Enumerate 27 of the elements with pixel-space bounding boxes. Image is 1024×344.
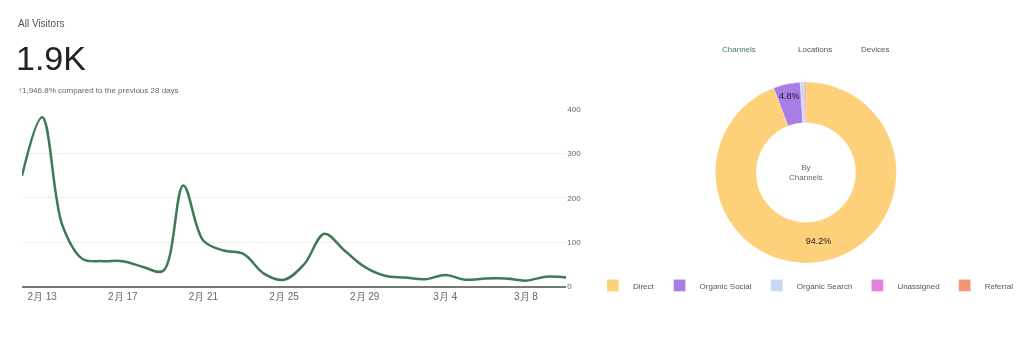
chart-title: All Visitors <box>18 18 65 29</box>
text: Channels <box>789 173 823 183</box>
text: Channels <box>722 45 756 54</box>
legend-label: Direct <box>632 281 655 291</box>
legend-label: Organic Search <box>796 281 853 291</box>
y-tick-label: 0 <box>567 282 573 292</box>
legend-label: Referral <box>984 281 1014 291</box>
text: ↑1,946.8% compared to the previous 28 days <box>18 86 179 95</box>
text: 1.9K <box>16 39 87 77</box>
x-tick-label: 3月 4 <box>433 291 458 303</box>
x-tick-label: 3月 8 <box>514 291 539 303</box>
y-tick-label: 100 <box>567 237 582 247</box>
data-label: 94.2% <box>805 236 832 247</box>
text: Locations <box>798 45 833 54</box>
x-tick-label: 2月 29 <box>349 291 380 303</box>
x-tick-label: 2月 25 <box>269 291 300 303</box>
text: Devices <box>861 45 890 54</box>
data-label: 4.8% <box>778 90 800 101</box>
text: By <box>801 163 811 172</box>
legend-label: Organic Social <box>699 281 752 291</box>
x-tick-label: 2月 13 <box>27 291 58 303</box>
y-tick-label: 300 <box>567 149 582 159</box>
y-tick-label: 400 <box>567 104 582 114</box>
legend-label: Unassigned <box>897 281 940 291</box>
x-tick-label: 2月 17 <box>108 291 138 303</box>
y-tick-label: 200 <box>567 193 582 203</box>
x-tick-label: 2月 21 <box>188 291 219 303</box>
